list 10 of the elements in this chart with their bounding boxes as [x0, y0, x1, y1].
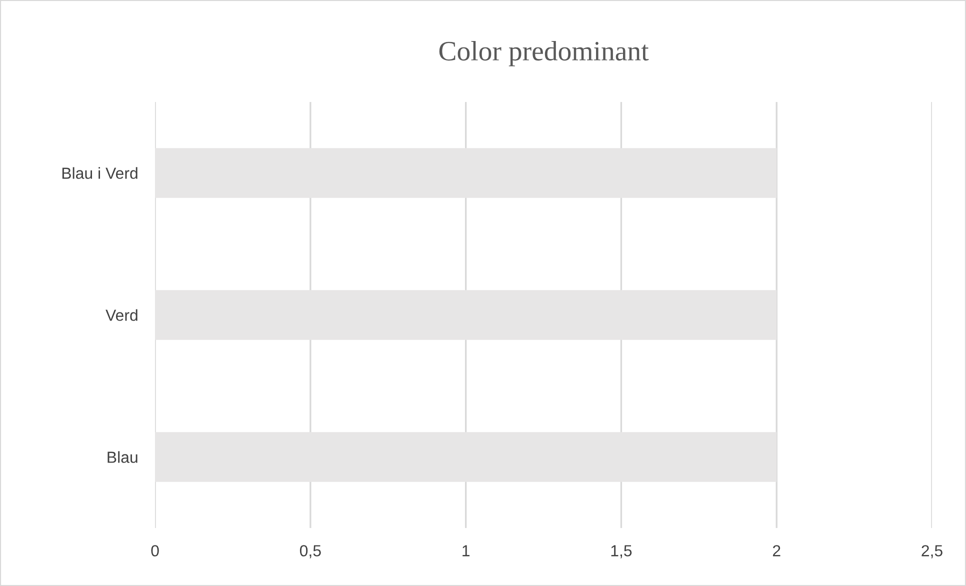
x-tick-label: 1 — [462, 545, 470, 556]
x-tick-label: 0 — [151, 545, 159, 556]
y-tick-label: Verd — [106, 309, 138, 321]
x-tick-label: 0,5 — [300, 545, 321, 558]
chart-title: Color predominant — [439, 41, 649, 66]
x-tick-label: 2 — [772, 545, 780, 556]
y-tick-label: Blau — [108, 451, 138, 463]
x-tick-label: 2,5 — [922, 545, 942, 558]
x-tick-label: 1,5 — [611, 545, 632, 558]
y-tick-label: Blau i Verd — [62, 167, 138, 179]
